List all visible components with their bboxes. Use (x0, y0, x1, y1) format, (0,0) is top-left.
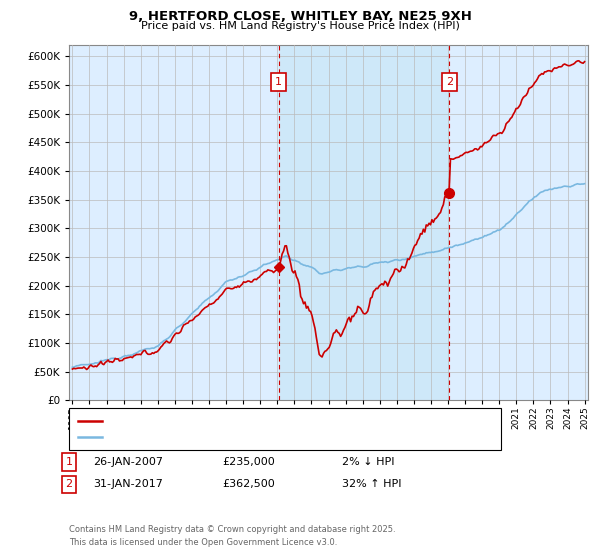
Text: 9, HERTFORD CLOSE, WHITLEY BAY, NE25 9XH: 9, HERTFORD CLOSE, WHITLEY BAY, NE25 9XH (128, 10, 472, 22)
Bar (278, 45, 449, 400)
Text: 1: 1 (275, 77, 282, 87)
Text: 9, HERTFORD CLOSE, WHITLEY BAY, NE25 9XH (detached house): 9, HERTFORD CLOSE, WHITLEY BAY, NE25 9XH… (106, 416, 442, 426)
Text: 1: 1 (65, 457, 73, 467)
Text: 2: 2 (65, 479, 73, 489)
Text: 32% ↑ HPI: 32% ↑ HPI (342, 479, 401, 489)
Text: Price paid vs. HM Land Registry's House Price Index (HPI): Price paid vs. HM Land Registry's House … (140, 21, 460, 31)
Text: £235,000: £235,000 (222, 457, 275, 467)
Text: 26-JAN-2007: 26-JAN-2007 (93, 457, 163, 467)
Text: 31-JAN-2017: 31-JAN-2017 (93, 479, 163, 489)
Text: £362,500: £362,500 (222, 479, 275, 489)
Text: HPI: Average price, detached house, North Tyneside: HPI: Average price, detached house, Nort… (106, 432, 377, 442)
Text: Contains HM Land Registry data © Crown copyright and database right 2025.
This d: Contains HM Land Registry data © Crown c… (69, 525, 395, 547)
Text: 2% ↓ HPI: 2% ↓ HPI (342, 457, 395, 467)
Text: 2: 2 (446, 77, 453, 87)
